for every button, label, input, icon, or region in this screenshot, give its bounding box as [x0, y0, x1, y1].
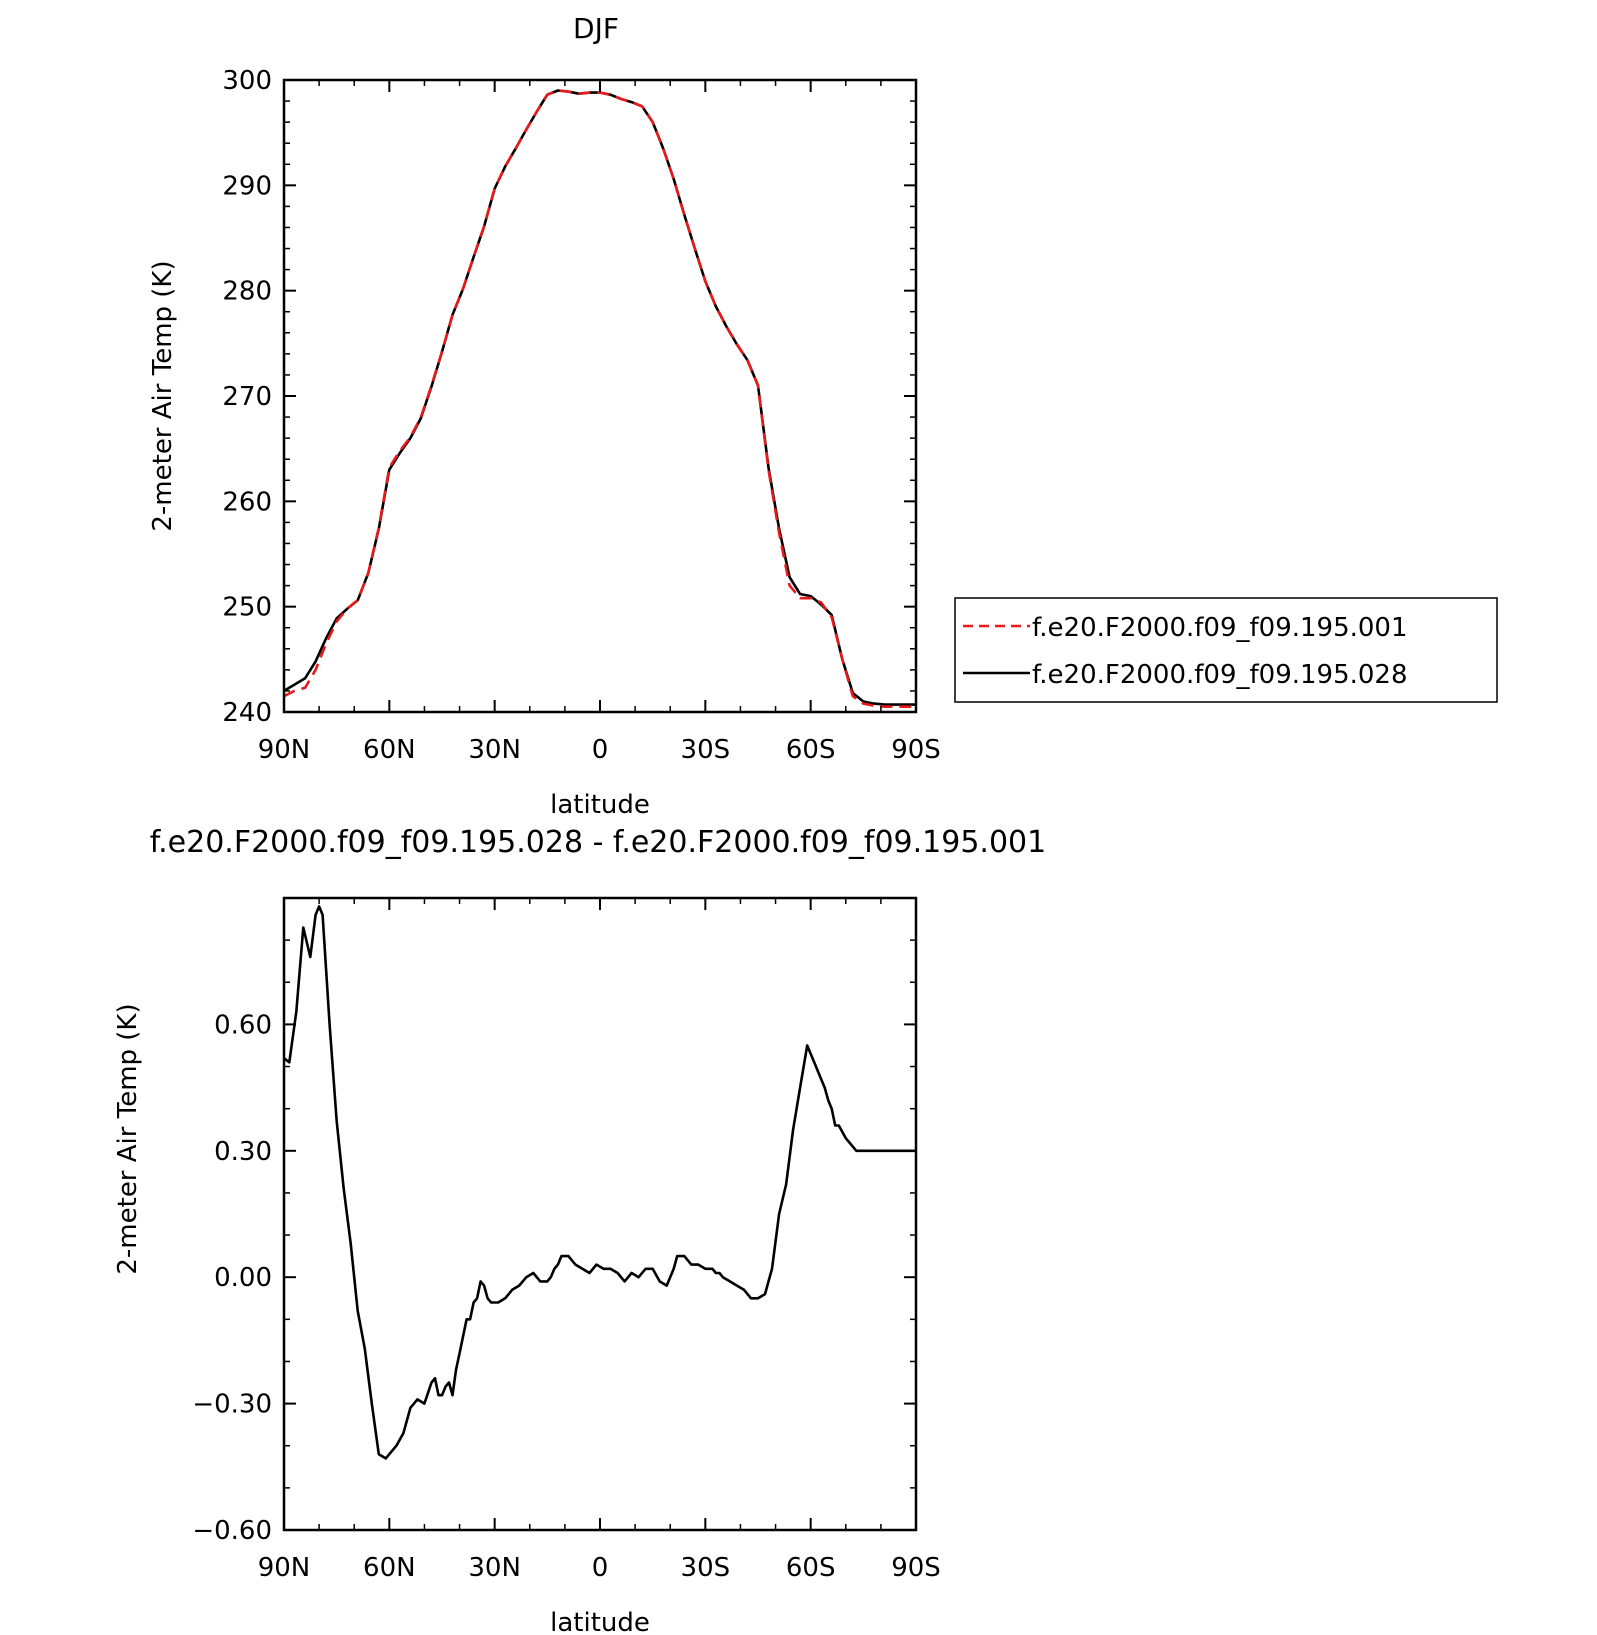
top-y-tick-labels: 240 250 260 270 280 290 300	[222, 66, 272, 728]
bottom-x-tick-label: 0	[592, 1553, 609, 1583]
top-y-axis-label: 2-meter Air Temp (K)	[148, 260, 178, 531]
bottom-y-tick-label: −0.60	[192, 1516, 272, 1546]
top-x-axis-label: latitude	[550, 790, 650, 820]
top-x-tick-label: 30N	[468, 735, 521, 765]
bottom-y-tick-label: −0.30	[192, 1390, 272, 1420]
bottom-x-tick-label: 30S	[681, 1553, 731, 1583]
top-series-line-1	[283, 89, 916, 706]
bottom-plot-frame	[282, 896, 918, 1532]
bottom-x-axis-label: latitude	[550, 1608, 650, 1635]
bottom-x-tick-label: 90N	[258, 1553, 311, 1583]
top-plot-frame	[282, 78, 918, 714]
top-y-tick-label: 270	[222, 382, 272, 412]
top-x-tick-label: 90N	[258, 735, 311, 765]
top-y-tick-label: 300	[222, 66, 272, 96]
bottom-y-tick-labels: −0.60 −0.30 0.00 0.30 0.60	[192, 1010, 272, 1546]
legend-box	[954, 597, 1498, 703]
bottom-y-tick-label: 0.00	[214, 1263, 272, 1293]
top-x-tick-label: 60S	[786, 735, 836, 765]
bottom-x-tick-label: 60N	[363, 1553, 416, 1583]
top-series-line-0	[283, 89, 916, 708]
bottom-ticks	[283, 897, 917, 1531]
bottom-y-tick-label: 0.30	[214, 1137, 272, 1167]
bottom-series-group	[283, 905, 916, 1460]
top-y-tick-label: 260	[222, 487, 272, 517]
top-chart: DJF 90N 60N 30N 0 30S 60S 90S 2402502602702802…	[148, 12, 1498, 820]
top-x-tick-label: 90S	[891, 735, 941, 765]
top-x-tick-labels: 90N 60N 30N 0 30S 60S 90S	[258, 735, 941, 765]
legend-label-001: f.e20.F2000.f09_f09.195.001	[1032, 613, 1408, 643]
bottom-x-tick-label: 30N	[468, 1553, 521, 1583]
top-y-tick-label: 280	[222, 277, 272, 307]
top-y-tick-label: 240	[222, 698, 272, 728]
top-x-tick-label: 0	[592, 735, 609, 765]
bottom-chart-title: f.e20.F2000.f09_f09.195.028 - f.e20.F200…	[150, 825, 1046, 860]
top-chart-title: DJF	[573, 12, 619, 45]
legend: f.e20.F2000.f09_f09.195.001 f.e20.F2000.…	[954, 597, 1498, 703]
bottom-series-line-0	[283, 905, 916, 1460]
top-x-tick-label: 60N	[363, 735, 416, 765]
top-series-group	[283, 89, 916, 708]
bottom-x-tick-label: 90S	[891, 1553, 941, 1583]
bottom-y-tick-label: 0.60	[214, 1010, 272, 1040]
bottom-y-axis-label: 2-meter Air Temp (K)	[113, 1003, 143, 1274]
top-y-tick-label: 290	[222, 171, 272, 201]
legend-label-028: f.e20.F2000.f09_f09.195.028	[1032, 660, 1408, 690]
bottom-x-tick-labels: 90N 60N 30N 0 30S 60S 90S	[258, 1553, 941, 1583]
top-x-tick-label: 30S	[681, 735, 731, 765]
bottom-chart: f.e20.F2000.f09_f09.195.028 - f.e20.F200…	[113, 825, 1046, 1635]
top-ticks	[283, 79, 917, 713]
bottom-x-tick-label: 60S	[786, 1553, 836, 1583]
top-y-tick-label: 250	[222, 593, 272, 623]
